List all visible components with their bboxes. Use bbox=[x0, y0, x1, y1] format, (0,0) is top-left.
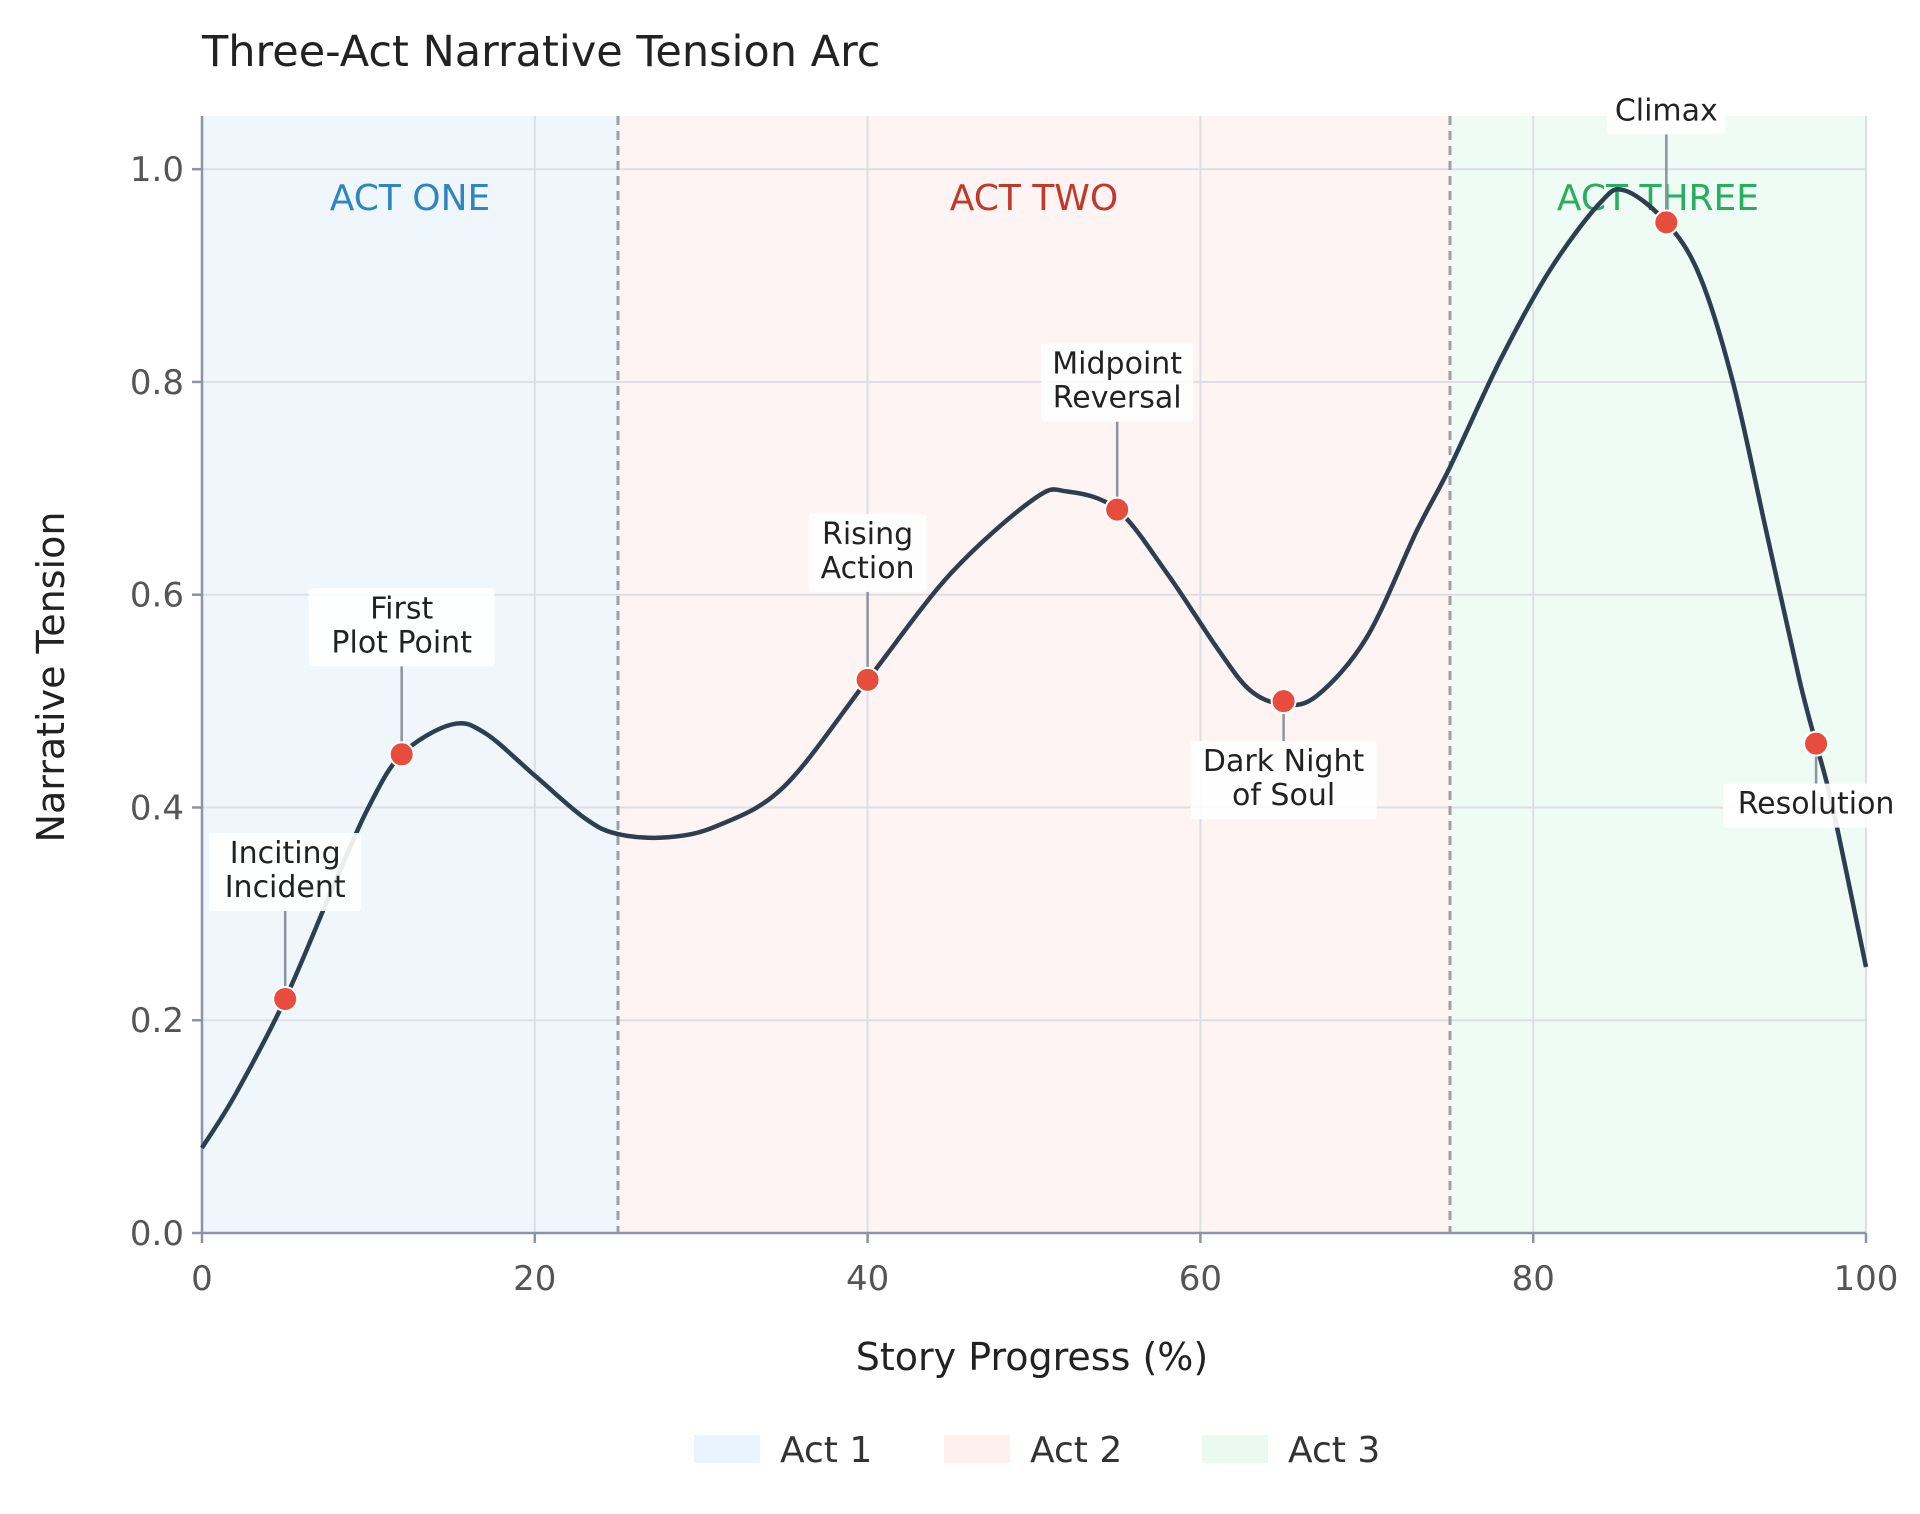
y-tick-label-0: 0.0 bbox=[130, 1214, 184, 1254]
act-background-3 bbox=[1450, 116, 1866, 1233]
act-background-1 bbox=[202, 116, 618, 1233]
event-label-box bbox=[1190, 741, 1377, 820]
act-label-1: ACT ONE bbox=[330, 178, 491, 219]
event-label: Resolution bbox=[1738, 787, 1895, 822]
event-label: Climax bbox=[1615, 93, 1718, 128]
x-tick-label-80: 80 bbox=[1512, 1259, 1555, 1299]
event-point bbox=[1270, 688, 1297, 715]
event-label: Rising bbox=[822, 517, 913, 552]
y-axis-label: Narrative Tension bbox=[29, 512, 73, 843]
y-tick-label-0.6: 0.6 bbox=[130, 576, 184, 616]
act-background-2 bbox=[618, 116, 1450, 1233]
event-label: Action bbox=[821, 551, 915, 586]
event-label-box bbox=[308, 588, 495, 667]
event-label-box bbox=[1607, 90, 1726, 135]
x-tick-label-20: 20 bbox=[513, 1259, 556, 1299]
grid-lines bbox=[202, 116, 1867, 1233]
event-label: of Soul bbox=[1232, 778, 1335, 813]
legend-label-2: Act 2 bbox=[1030, 1430, 1122, 1471]
act-labels: ACT ONE ACT TWO ACT THREE bbox=[330, 178, 1759, 219]
event-label-box bbox=[1723, 783, 1910, 828]
x-tick-label-0: 0 bbox=[191, 1259, 213, 1299]
x-tick-label-100: 100 bbox=[1834, 1259, 1899, 1299]
x-axis-label: Story Progress (%) bbox=[856, 1335, 1208, 1379]
event-point bbox=[1104, 496, 1131, 523]
event-label: Reversal bbox=[1053, 381, 1182, 416]
event-label: Midpoint bbox=[1052, 347, 1182, 382]
act-backgrounds bbox=[202, 116, 1866, 1233]
event-label: Plot Point bbox=[331, 625, 472, 660]
event-label: Incident bbox=[225, 870, 346, 905]
y-tick-label-0.4: 0.4 bbox=[130, 788, 184, 828]
act-boundaries bbox=[616, 116, 1452, 1233]
legend-swatch-1 bbox=[694, 1435, 760, 1463]
event-label-box bbox=[209, 832, 362, 911]
legend-label-3: Act 3 bbox=[1288, 1430, 1380, 1471]
event-point bbox=[854, 666, 881, 693]
tension-curve bbox=[200, 187, 1869, 1150]
legend-label-1: Act 1 bbox=[780, 1430, 872, 1471]
chart-title: Three-Act Narrative Tension Arc bbox=[201, 27, 880, 77]
event-label-box bbox=[1041, 343, 1194, 422]
legend-swatch-3 bbox=[1202, 1435, 1268, 1463]
tension-curve-line bbox=[200, 187, 1869, 1150]
x-tick-label-40: 40 bbox=[846, 1259, 889, 1299]
act-label-2: ACT TWO bbox=[950, 178, 1119, 219]
axes: 0 20 40 60 80 100 0.0 0.2 0.4 0.6 0.8 1.0 bbox=[130, 116, 1899, 1299]
event-point bbox=[1803, 730, 1830, 757]
event-label: First bbox=[370, 591, 433, 626]
event-point bbox=[1653, 209, 1680, 236]
legend: Act 1 Act 2 Act 3 bbox=[694, 1430, 1380, 1471]
event-label: Inciting bbox=[230, 836, 341, 871]
event-label: Dark Night bbox=[1203, 744, 1365, 779]
y-tick-label-0.8: 0.8 bbox=[130, 363, 184, 403]
event-point bbox=[388, 741, 415, 768]
event-point bbox=[272, 985, 299, 1012]
event-5: Climax bbox=[1607, 90, 1726, 236]
legend-swatch-2 bbox=[944, 1435, 1010, 1463]
x-tick-label-60: 60 bbox=[1179, 1259, 1222, 1299]
event-label-box bbox=[808, 513, 927, 592]
y-tick-label-0.2: 0.2 bbox=[130, 1001, 184, 1041]
y-tick-label-1: 1.0 bbox=[130, 150, 184, 190]
event-6: Resolution bbox=[1723, 730, 1910, 828]
